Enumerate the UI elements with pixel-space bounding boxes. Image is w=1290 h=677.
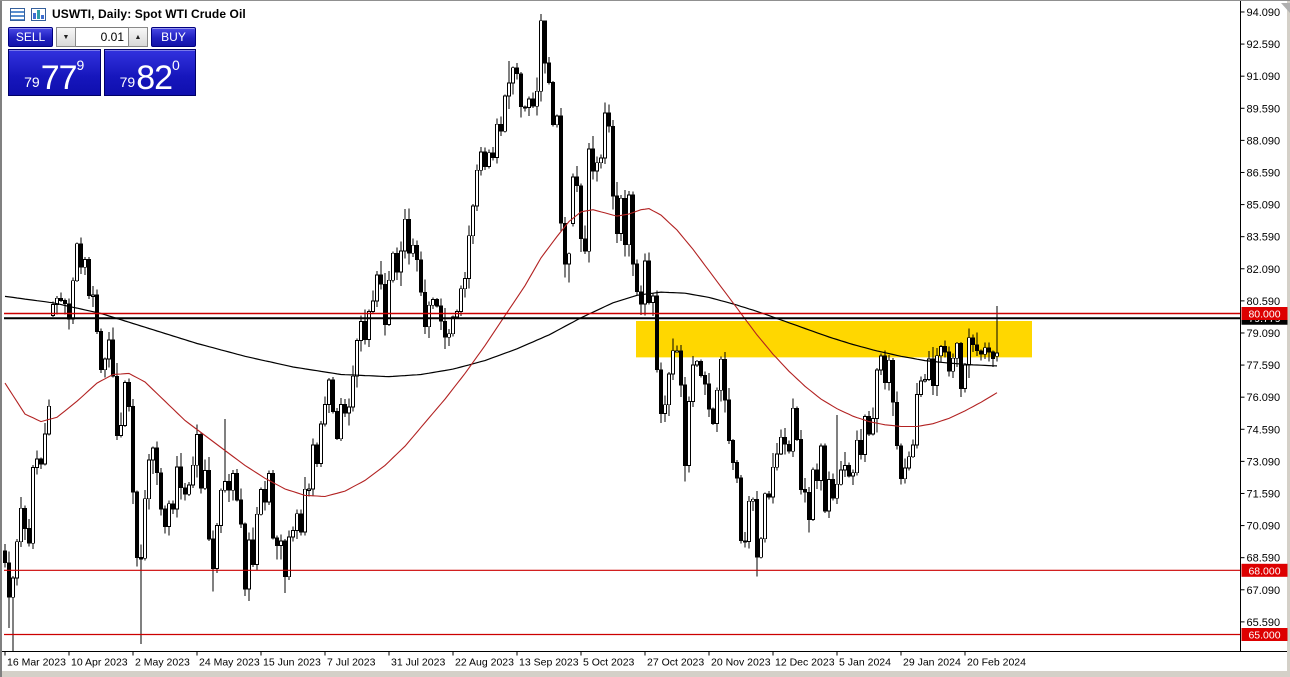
price-line-label-box: [1241, 563, 1288, 577]
chart-title: USWTI, Daily: Spot WTI Crude Oil: [52, 7, 246, 21]
x-axis-label: 29 Jan 2024: [903, 657, 961, 669]
top-border: [0, 0, 1290, 1]
buy-button[interactable]: BUY: [151, 27, 196, 47]
x-axis-label: 16 Mar 2023: [7, 657, 66, 669]
y-axis-label: 79.090: [1247, 328, 1281, 340]
x-axis-label: 7 Jul 2023: [327, 657, 376, 669]
ma-black-line[interactable]: [4, 291, 998, 378]
price-line-label-box: [1241, 307, 1288, 320]
left-border: [0, 0, 2, 677]
x-axis-label: 10 Apr 2023: [71, 657, 128, 669]
y-axis-label: 65.590: [1247, 617, 1281, 629]
x-axis-label: 13 Sep 2023: [519, 657, 579, 669]
sell-price-prefix: 79: [24, 74, 40, 90]
candlesticks: [3, 13, 999, 652]
price-line-label: 65.000: [1248, 630, 1280, 642]
y-axis-label: 89.590: [1247, 103, 1281, 115]
volume-input[interactable]: [76, 27, 128, 47]
x-axis-label: 20 Feb 2024: [967, 657, 1026, 669]
chart-shift-marker-icon: [1281, 3, 1290, 13]
y-axis-label: 68.590: [1247, 553, 1281, 565]
price-line-label: 80.000: [1248, 309, 1280, 321]
x-axis-label: 2 May 2023: [135, 657, 190, 669]
bar-chart-icon: [31, 7, 46, 21]
x-axis-label: 20 Nov 2023: [711, 657, 771, 669]
x-axis-label: 31 Jul 2023: [391, 657, 445, 669]
time-axis[interactable]: 16 Mar 2023 10 Apr 2023 2 May 2023 24 May 2…: [2, 651, 1287, 669]
buy-price-main: 82: [136, 59, 173, 98]
sell-price-panel[interactable]: 79 77 9: [8, 49, 101, 96]
y-axis-label: 86.590: [1247, 167, 1281, 179]
x-axis-label: 5 Jan 2024: [839, 657, 891, 669]
buy-price-prefix: 79: [119, 74, 136, 90]
y-axis-label: 67.090: [1247, 585, 1281, 597]
y-axis-label: 91.090: [1247, 71, 1281, 83]
ma-red-line[interactable]: [4, 208, 998, 498]
sell-price-main: 77: [40, 59, 78, 98]
volume-up-button[interactable]: ▲: [128, 27, 148, 47]
triangle-up-icon: ▲: [134, 33, 142, 41]
buy-price-panel[interactable]: 79 82 0: [103, 49, 196, 98]
y-axis-label: 85.090: [1247, 200, 1281, 212]
y-axis-label: 92.590: [1247, 39, 1281, 51]
triangle-down-icon: ▼: [62, 33, 70, 41]
y-axis-label: 77.590: [1247, 360, 1281, 372]
quotes-grid-icon: [10, 7, 25, 21]
sell-button[interactable]: SELL: [8, 27, 53, 47]
chart-header: USWTI, Daily: Spot WTI Crude Oil: [10, 7, 246, 21]
y-axis-label: 83.590: [1247, 232, 1281, 244]
y-axis-label: 88.090: [1247, 135, 1281, 147]
x-axis-label: 12 Dec 2023: [775, 657, 835, 669]
x-axis-label: 27 Oct 2023: [647, 657, 704, 669]
x-axis-label: 5 Oct 2023: [583, 657, 635, 669]
y-axis-label: 76.090: [1247, 392, 1281, 404]
x-axis-label: 15 Jun 2023: [263, 657, 321, 669]
y-axis-label: 73.090: [1247, 456, 1281, 468]
y-axis-label: 74.590: [1247, 424, 1281, 436]
y-axis-label: 82.090: [1247, 264, 1281, 276]
y-axis-label: 71.590: [1247, 488, 1281, 500]
y-axis-label: 94.090: [1247, 7, 1281, 19]
volume-down-button[interactable]: ▼: [56, 27, 76, 47]
x-axis-label: 24 May 2023: [199, 657, 260, 669]
price-line-label: 68.000: [1248, 565, 1280, 577]
y-axis-label: 80.590: [1247, 296, 1281, 308]
x-axis-label: 22 Aug 2023: [455, 657, 514, 669]
buy-price-sup: 0: [172, 57, 180, 73]
y-axis-label: 70.090: [1247, 521, 1281, 533]
price-axis[interactable]: 94.090 92.590 91.090 89.590 88.090 86.590 85.0…: [1240, 1, 1288, 652]
price-line-label-box: [1241, 628, 1288, 641]
sell-price-sup: 9: [76, 57, 85, 73]
